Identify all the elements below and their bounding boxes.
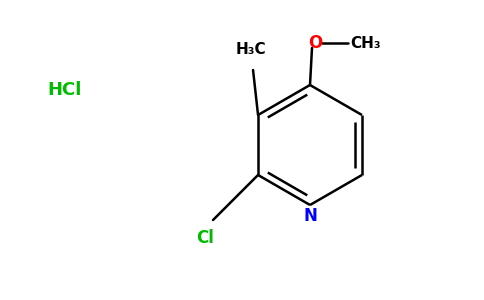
Text: Cl: Cl bbox=[196, 229, 214, 247]
Text: CH₃: CH₃ bbox=[351, 35, 381, 50]
Text: N: N bbox=[303, 207, 317, 225]
Text: HCl: HCl bbox=[48, 81, 82, 99]
Text: H₃C: H₃C bbox=[236, 42, 266, 57]
Text: O: O bbox=[308, 34, 322, 52]
